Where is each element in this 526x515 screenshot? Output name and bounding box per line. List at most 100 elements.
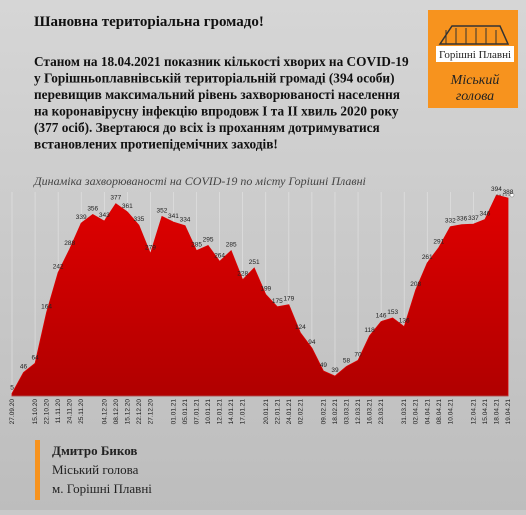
value-label: 388 xyxy=(503,189,514,196)
paragraph-line: на коронавірусну інфекцію впродовж І та … xyxy=(34,104,399,119)
x-tick-label: 01.01.21 xyxy=(170,399,177,425)
x-tick-label: 11.11.20 xyxy=(55,399,62,424)
value-label: 228 xyxy=(237,271,248,278)
value-label: 346 xyxy=(480,211,491,218)
value-label: 164 xyxy=(41,303,52,310)
value-label: 261 xyxy=(422,254,433,261)
x-tick-label: 16.03.21 xyxy=(367,399,374,425)
value-label: 377 xyxy=(110,195,121,202)
x-tick-label: 18.02.21 xyxy=(332,399,339,425)
x-tick-label: 14.01.21 xyxy=(228,399,235,425)
x-tick-label: 23.03.21 xyxy=(378,399,385,425)
value-label: 70 xyxy=(354,351,362,358)
x-tick-label: 07.01.21 xyxy=(194,399,201,425)
chart-title: Динаміка захворюваності на COVID-19 по м… xyxy=(33,174,366,188)
x-tick-label: 15.04.21 xyxy=(482,399,489,425)
value-label: 264 xyxy=(214,252,225,259)
x-tick-label: 03.03.21 xyxy=(344,399,351,425)
x-tick-label: 02.04.21 xyxy=(413,399,420,425)
x-tick-label: 31.03.21 xyxy=(401,399,408,425)
title: Шановна територіальна громадо! xyxy=(34,14,264,30)
paragraph-line: перевищив максимальний рівень захворюван… xyxy=(34,87,400,102)
signature-role: Міський голова xyxy=(52,462,139,477)
value-label: 291 xyxy=(433,239,444,246)
value-label: 337 xyxy=(468,215,479,222)
value-label: 175 xyxy=(272,298,283,305)
value-label: 295 xyxy=(203,237,214,244)
marker xyxy=(509,192,515,198)
value-label: 394 xyxy=(491,186,502,193)
value-label: 334 xyxy=(180,217,191,224)
signature-name: Дмитро Биков xyxy=(52,443,137,458)
value-label: 242 xyxy=(53,264,64,271)
value-label: 49 xyxy=(320,362,328,369)
value-label: 285 xyxy=(226,242,237,249)
value-label: 64 xyxy=(31,354,39,361)
logo-city: Горішні Плавні xyxy=(439,49,511,61)
x-tick-label: 19.04.21 xyxy=(505,399,512,425)
value-label: 124 xyxy=(295,324,306,331)
value-label: 285 xyxy=(191,242,202,249)
x-tick-label: 02.02.21 xyxy=(297,399,304,425)
x-tick-label: 12.04.21 xyxy=(470,399,477,425)
value-label: 118 xyxy=(364,327,375,334)
area xyxy=(11,194,509,397)
value-label: 146 xyxy=(376,313,387,320)
x-tick-label: 12.03.21 xyxy=(355,399,362,425)
x-tick-label: 27.12.20 xyxy=(147,399,154,425)
accent-bar xyxy=(35,440,40,500)
value-label: 208 xyxy=(410,281,421,288)
value-label: 39 xyxy=(331,367,339,374)
value-label: 153 xyxy=(387,309,398,316)
x-tick-label: 17.01.21 xyxy=(240,399,247,425)
x-tick-label: 04.12.20 xyxy=(101,399,108,425)
x-tick-label: 24.11.20 xyxy=(67,399,74,424)
x-tick-label: 10.04.21 xyxy=(447,399,454,425)
x-tick-label: 22.12.20 xyxy=(136,399,143,425)
x-tick-label: 08.12.20 xyxy=(113,399,120,425)
x-tick-label: 22.01.21 xyxy=(274,399,281,425)
value-label: 136 xyxy=(399,318,410,325)
x-tick-label: 05.01.21 xyxy=(182,399,189,425)
value-label: 199 xyxy=(260,286,271,293)
value-label: 46 xyxy=(20,364,28,371)
value-label: 94 xyxy=(308,339,316,346)
x-tick-label: 25.11.20 xyxy=(78,399,85,424)
value-label: 179 xyxy=(283,296,294,303)
value-label: 343 xyxy=(99,212,110,219)
x-tick-label: 12.01.21 xyxy=(217,399,224,425)
signature-city: м. Горішні Плавні xyxy=(52,481,152,496)
x-tick-label: 15.10.20 xyxy=(32,399,39,425)
value-label: 335 xyxy=(133,216,144,223)
value-label: 341 xyxy=(168,213,179,220)
x-tick-label: 10.01.21 xyxy=(205,399,212,425)
paragraph-line: у Горішньоплавнівській територіальній гр… xyxy=(34,71,395,86)
value-label: 251 xyxy=(249,259,260,266)
paragraph: Станом на 18.04.2021 показник кількості … xyxy=(34,54,409,152)
value-label: 279 xyxy=(145,245,156,252)
logo: Горішні Плавні Міський голова xyxy=(428,10,518,108)
value-label: 339 xyxy=(76,214,87,221)
x-tick-label: 04.04.21 xyxy=(424,399,431,425)
x-tick-label: 18.04.21 xyxy=(493,399,500,425)
x-tick-label: 27.09.20 xyxy=(9,399,16,425)
x-tick-label: 24.01.21 xyxy=(286,399,293,425)
value-label: 288 xyxy=(64,240,75,247)
value-label: 332 xyxy=(445,218,456,225)
paragraph-line: Станом на 18.04.2021 показник кількості … xyxy=(34,54,409,69)
x-tick-label: 15.12.20 xyxy=(124,399,131,425)
value-label: 356 xyxy=(87,205,98,212)
logo-role: Міський голова xyxy=(450,73,500,104)
x-tick-label: 20.01.21 xyxy=(263,399,270,425)
value-label: 58 xyxy=(343,357,351,364)
x-tick-label: 22.10.20 xyxy=(44,399,51,425)
value-label: 361 xyxy=(122,203,133,210)
value-label: 352 xyxy=(157,207,168,214)
paragraph-line: встановлених протиепідемічних заходів! xyxy=(34,137,278,152)
chart: 5466416424228833935634337736133527935234… xyxy=(9,186,515,425)
x-tick-label: 09.02.21 xyxy=(320,399,327,425)
value-label: 5 xyxy=(10,384,14,391)
x-tick-label: 08.04.21 xyxy=(436,399,443,425)
paragraph-line: (377 осіб). Звертаюся до всіх із проханн… xyxy=(34,120,380,135)
